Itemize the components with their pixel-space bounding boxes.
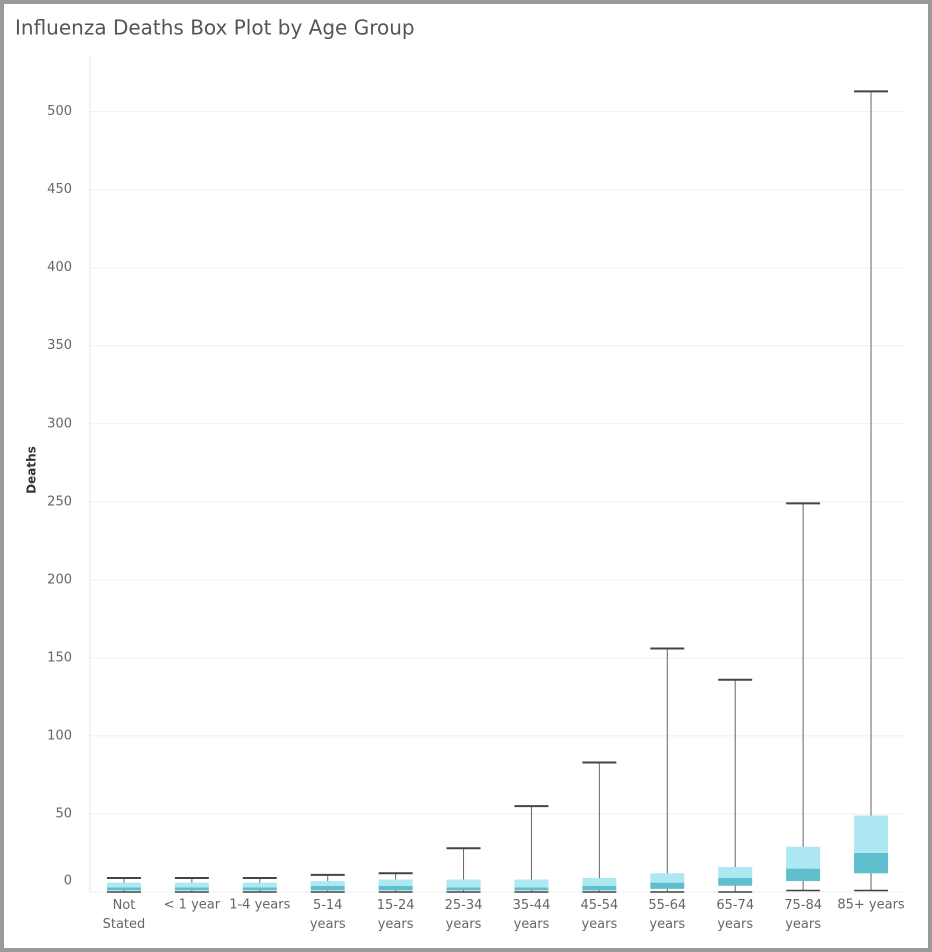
box-upper [378,879,413,886]
x-tick-label: Not Stated [103,898,146,932]
box-lower [446,887,481,891]
x-tick-label: 45-54 years [580,898,618,932]
box-lower [718,877,753,886]
y-tick-label: 400 [47,260,72,275]
box-lower [786,868,821,882]
x-tick-label: 15-24 years [377,898,415,932]
box-upper [650,873,685,883]
box-upper [242,882,277,888]
box-upper [786,846,821,869]
chart-title: Influenza Deaths Box Plot by Age Group [15,16,415,40]
y-tick-label: 150 [47,650,72,665]
x-tick-label: 75-84 years [784,898,822,932]
box-upper [514,879,549,888]
y-tick-label: 0 [64,874,72,889]
y-tick-label: 300 [47,416,72,431]
box-lower [310,885,345,891]
y-tick-label: 450 [47,182,72,197]
y-tick-label: 350 [47,338,72,353]
x-tick-label: 65-74 years [716,898,754,932]
box-lower [582,885,617,891]
x-tick-label: 85+ years [837,898,905,913]
x-tick-label: 1-4 years [229,898,290,913]
y-tick-label: 200 [47,572,72,587]
box-upper [106,882,141,888]
box-lower [242,887,277,891]
box-lower [514,887,549,891]
box-lower [650,882,685,889]
y-tick-label: 100 [47,728,72,743]
x-tick-label: 25-34 years [445,898,483,932]
box-upper [174,882,209,888]
x-tick-label: 35-44 years [513,898,551,932]
box-upper [310,881,345,886]
box-upper [854,815,889,853]
x-tick-label: 55-64 years [648,898,686,932]
box-upper [446,879,481,888]
box-upper [582,877,617,886]
x-tick-label: 5-14 years [310,898,346,932]
box-lower [854,852,889,874]
box-lower [174,887,209,891]
y-tick-label: 250 [47,494,72,509]
x-tick-label: < 1 year [164,898,221,913]
y-axis-label: Deaths [25,446,39,494]
box-lower [378,885,413,891]
y-tick-label: 500 [47,104,72,119]
y-tick-label: 50 [55,806,72,821]
box-lower [106,887,141,891]
box-upper [718,867,753,878]
